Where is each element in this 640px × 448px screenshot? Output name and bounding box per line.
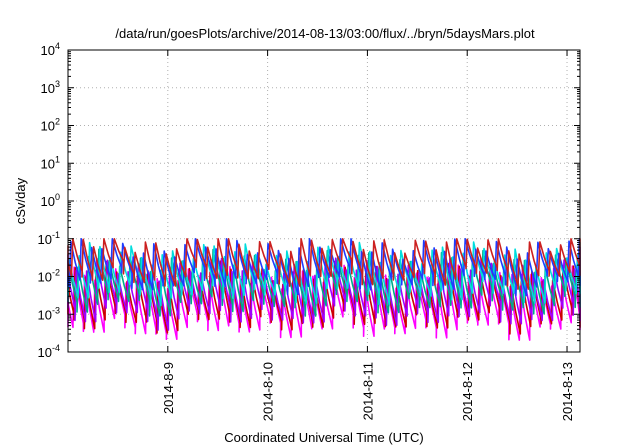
- y-tick-label: 102: [41, 117, 60, 134]
- x-axis-label: Coordinated Universal Time (UTC): [224, 430, 423, 445]
- series-lines: [67, 238, 581, 341]
- chart-title: /data/run/goesPlots/archive/2014-08-13/0…: [115, 26, 535, 41]
- series-line: [67, 238, 581, 290]
- x-tick-label: 2014-8-11: [360, 362, 375, 420]
- y-axis-label: cSv/day: [13, 177, 28, 224]
- x-tick-label: 2014-8-9: [161, 362, 176, 414]
- y-tick-label: 10-2: [38, 268, 60, 285]
- y-axis: 10-4 10-3 10-2 10-1 100 101 102 103 104: [38, 41, 580, 360]
- x-tick-label: 2014-8-12: [460, 362, 475, 421]
- y-tick-label: 101: [41, 154, 60, 171]
- x-tick-label: 2014-8-13: [560, 362, 575, 421]
- y-tick-label: 100: [41, 192, 60, 209]
- y-tick-label: 103: [41, 79, 60, 96]
- x-axis: 2014-8-9 2014-8-10 2014-8-11 2014-8-12 2014-…: [161, 50, 575, 421]
- y-tick-label: 10-3: [38, 305, 60, 322]
- y-tick-label: 10-1: [38, 230, 60, 247]
- y-tick-label: 10-4: [38, 343, 60, 360]
- y-tick-label: 104: [41, 41, 60, 58]
- x-tick-label: 2014-8-10: [261, 362, 276, 421]
